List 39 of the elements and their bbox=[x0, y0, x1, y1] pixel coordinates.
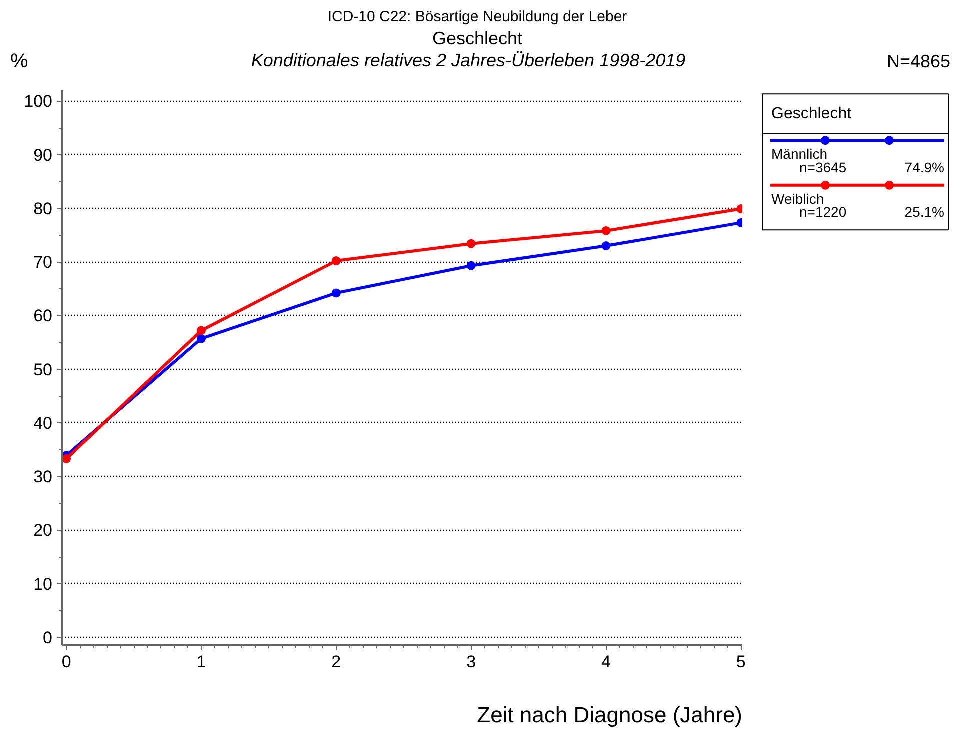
legend-label: Weiblich bbox=[772, 190, 824, 207]
x-tick-label: 3 bbox=[466, 652, 476, 672]
x-tick-label: 2 bbox=[332, 652, 342, 672]
point bbox=[196, 334, 206, 344]
x-axis-title: Zeit nach Diagnose (Jahre) bbox=[477, 702, 743, 728]
legend-label: Männlich bbox=[772, 146, 828, 162]
point bbox=[466, 261, 476, 270]
y-tick-label: 40 bbox=[34, 414, 53, 433]
point bbox=[332, 288, 341, 298]
y-axis-title: % bbox=[10, 50, 28, 72]
x-tick-label: 5 bbox=[736, 652, 746, 672]
y-tick-label: 90 bbox=[34, 146, 53, 165]
text: n=3645 bbox=[800, 159, 847, 176]
point bbox=[602, 226, 611, 236]
point bbox=[332, 256, 341, 266]
point bbox=[602, 242, 611, 250]
chart-title: ICD-10 C22: Bösartige Neubildung der Leber bbox=[328, 8, 628, 26]
x-tick-label: 4 bbox=[602, 652, 611, 672]
y-tick-label: 20 bbox=[34, 521, 53, 540]
legend-title: Geschlecht bbox=[772, 106, 852, 123]
x-tick-label: 1 bbox=[196, 652, 206, 672]
y-tick-label: 50 bbox=[34, 360, 53, 380]
y-tick-label: 30 bbox=[34, 468, 53, 487]
text: Konditionales relatives 2 Jahres-Überleben 1998-2019 bbox=[251, 50, 686, 70]
text: n=1220 bbox=[800, 204, 847, 220]
y-tick-label: 0 bbox=[43, 628, 53, 648]
y-tick-label: 60 bbox=[34, 306, 53, 326]
text: N=4865 bbox=[886, 52, 951, 72]
chart-subtitle: Geschlecht bbox=[432, 28, 523, 48]
point bbox=[466, 239, 476, 248]
text: 25.1% bbox=[904, 204, 945, 220]
y-tick-label: 80 bbox=[34, 199, 53, 218]
text: 74.9% bbox=[904, 159, 945, 176]
point bbox=[196, 326, 206, 336]
y-tick-label: 10 bbox=[34, 574, 53, 594]
x-tick-label: 0 bbox=[62, 652, 72, 672]
point bbox=[62, 454, 72, 464]
y-tick-label: 100 bbox=[24, 92, 53, 112]
y-tick-label: 70 bbox=[34, 253, 53, 272]
